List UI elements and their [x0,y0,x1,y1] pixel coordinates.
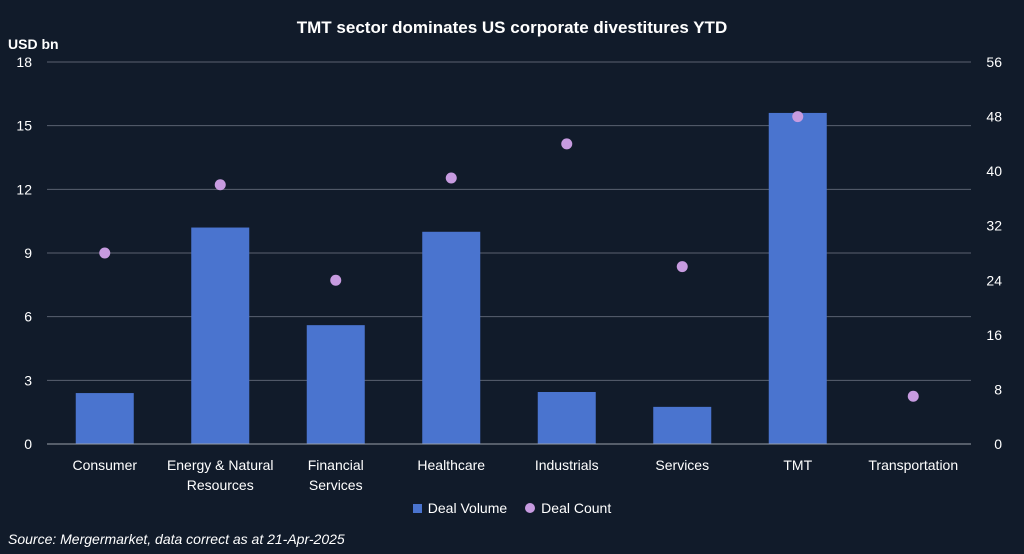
y-tick-label-right: 32 [986,218,1002,234]
bar-deal-volume [653,406,712,444]
y-tick-label-right: 24 [986,272,1002,288]
dot-deal-count [99,247,111,259]
legend: Deal Volume Deal Count [0,500,1024,516]
legend-bar-swatch [412,503,422,513]
x-tick-label: Transportation [868,457,958,473]
y-tick-label-right: 56 [986,54,1002,70]
y-tick-label-right: 16 [986,327,1002,343]
bar-deal-volume [537,392,596,444]
y-tick-label-left: 0 [24,436,32,452]
bar-deal-volume [768,112,827,444]
y-tick-label-left: 3 [24,372,32,388]
y-axis-unit-label: USD bn [8,36,59,52]
legend-label-deal-volume: Deal Volume [427,500,508,516]
dot-deal-count [561,138,573,150]
y-tick-label-left: 18 [16,54,32,70]
dot-deal-count [907,390,919,402]
legend-label-deal-count: Deal Count [541,500,612,516]
y-tick-label-left: 6 [24,309,32,325]
source-note: Source: Mergermarket, data correct as at… [8,531,345,547]
y-tick-label-right: 8 [994,381,1002,397]
y-tick-label-left: 15 [16,118,32,134]
dot-deal-count [792,111,804,123]
y-tick-label-left: 9 [24,245,32,261]
x-tick-label: TMT [783,457,812,473]
dot-deal-count [214,179,226,191]
x-tick-label: Financial Services [308,457,364,493]
y-tick-label-right: 48 [986,109,1002,125]
x-tick-label: Healthcare [417,457,485,473]
legend-item-deal-volume: Deal Volume [412,500,508,516]
y-tick-label-right: 0 [994,436,1002,452]
legend-dot-swatch [525,503,536,513]
dot-deal-count [330,274,342,286]
x-tick-label: Services [655,457,709,473]
bar-deal-volume [191,227,250,444]
y-tick-label-left: 12 [16,181,32,197]
chart-title: TMT sector dominates US corporate divest… [296,18,728,37]
legend-item-deal-count: Deal Count [525,500,611,516]
y-tick-label-right: 40 [986,163,1002,179]
dot-deal-count [676,261,688,273]
bar-deal-volume [306,325,365,444]
x-tick-label: Industrials [535,457,599,473]
dot-deal-count [445,172,457,184]
bar-deal-volume [75,393,134,444]
bar-deal-volume [422,231,481,444]
x-tick-label: Consumer [72,457,137,473]
x-tick-label: Energy & Natural Resources [167,457,274,493]
